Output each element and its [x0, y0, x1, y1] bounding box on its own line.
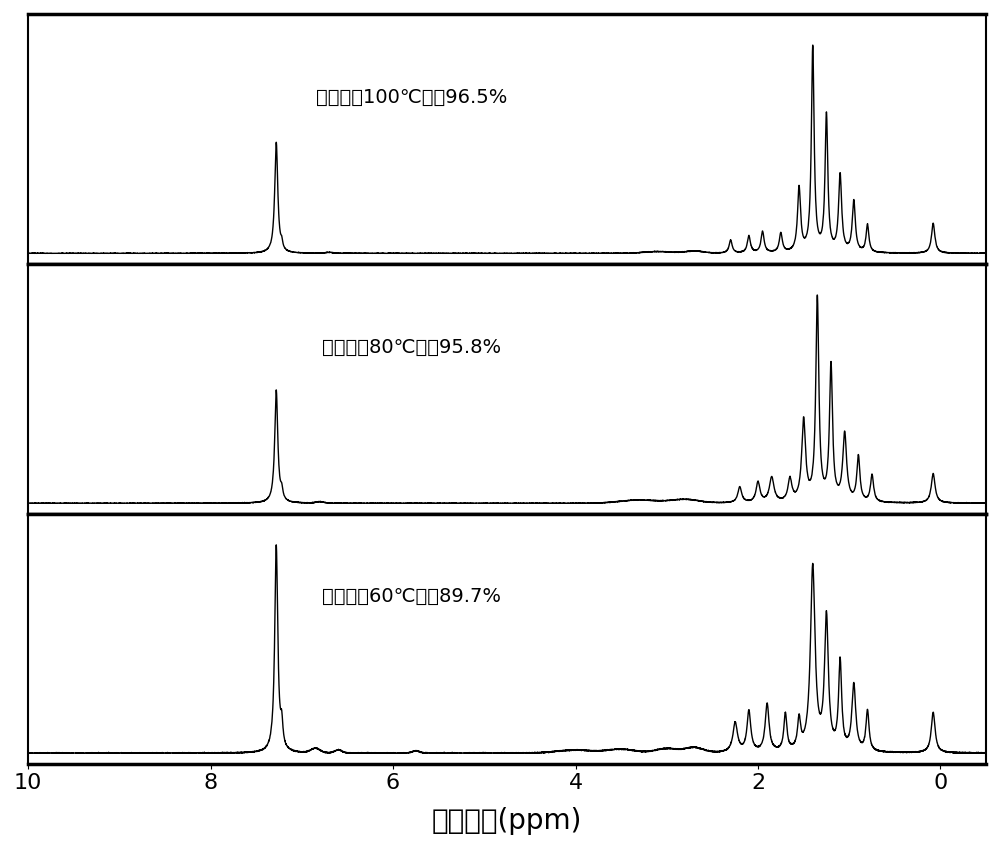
Text: 加氢度（100℃）：96.5%: 加氢度（100℃）：96.5%	[316, 87, 507, 107]
Text: 加氢度（80℃）：95.8%: 加氢度（80℃）：95.8%	[322, 338, 501, 357]
Text: 加氢度（60℃）：89.7%: 加氢度（60℃）：89.7%	[322, 588, 501, 606]
X-axis label: 化学位移(ppm): 化学位移(ppm)	[432, 807, 582, 835]
